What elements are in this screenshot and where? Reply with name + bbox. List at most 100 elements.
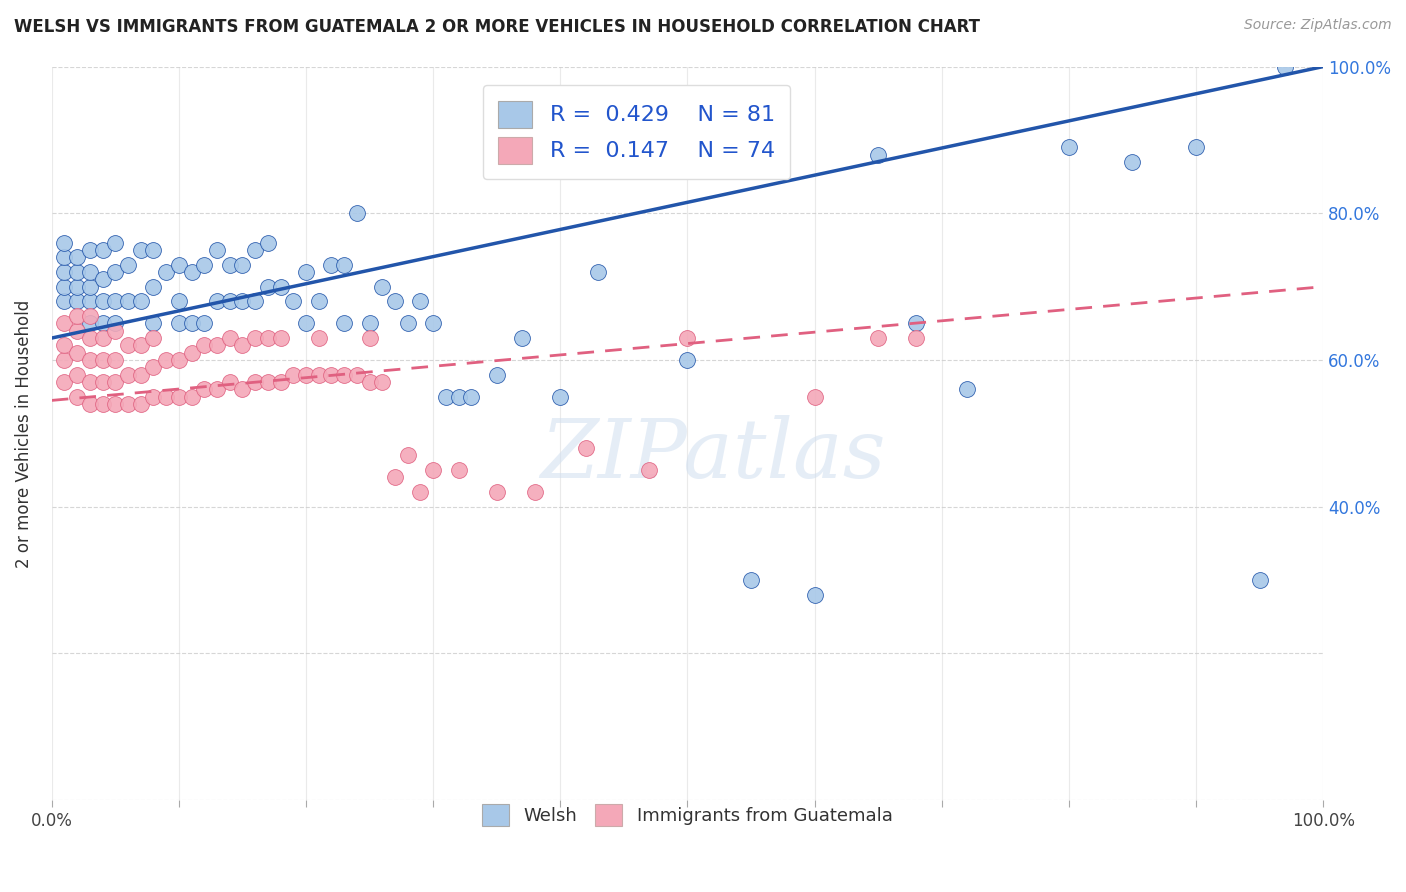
Point [905,317,928,331]
Y-axis label: 2 or more Vehicles in Household: 2 or more Vehicles in Household [15,300,32,567]
Point [283,294,305,309]
Point [523,485,546,500]
Point [79,309,101,323]
Point [803,588,825,602]
Point [91,397,114,411]
Point [129,243,152,257]
Point [231,338,253,352]
Point [1274,60,1296,74]
Point [167,390,190,404]
Point [66,390,89,404]
Point [104,317,127,331]
Point [510,331,533,345]
Point [333,317,356,331]
Point [53,338,76,352]
Point [79,331,101,345]
Point [218,331,240,345]
Point [66,250,89,264]
Point [257,331,280,345]
Point [321,368,343,382]
Point [295,368,318,382]
Point [956,383,979,397]
Point [104,324,127,338]
Point [142,279,165,293]
Point [396,317,419,331]
Point [1185,140,1208,154]
Point [180,265,202,279]
Point [104,397,127,411]
Point [613,162,636,177]
Point [53,294,76,309]
Point [104,294,127,309]
Point [205,383,228,397]
Point [257,279,280,293]
Point [129,338,152,352]
Point [53,250,76,264]
Point [167,294,190,309]
Point [205,243,228,257]
Point [218,375,240,389]
Point [447,463,470,477]
Text: Source: ZipAtlas.com: Source: ZipAtlas.com [1244,18,1392,32]
Point [460,390,482,404]
Point [129,368,152,382]
Point [409,294,432,309]
Point [155,265,177,279]
Point [1249,573,1271,587]
Point [384,294,406,309]
Point [180,345,202,359]
Point [142,360,165,375]
Point [205,338,228,352]
Point [142,317,165,331]
Point [193,258,215,272]
Point [104,265,127,279]
Point [79,279,101,293]
Point [257,235,280,250]
Point [91,317,114,331]
Point [359,375,381,389]
Point [308,368,330,382]
Point [1121,155,1143,169]
Point [257,375,280,389]
Point [66,368,89,382]
Point [91,243,114,257]
Point [359,331,381,345]
Point [333,368,356,382]
Point [167,258,190,272]
Point [321,258,343,272]
Text: WELSH VS IMMIGRANTS FROM GUATEMALA 2 OR MORE VEHICLES IN HOUSEHOLD CORRELATION C: WELSH VS IMMIGRANTS FROM GUATEMALA 2 OR … [14,18,980,36]
Point [117,338,139,352]
Point [384,470,406,484]
Point [676,353,699,368]
Point [243,331,266,345]
Point [79,265,101,279]
Point [333,258,356,272]
Point [66,265,89,279]
Point [409,485,432,500]
Point [104,353,127,368]
Point [193,338,215,352]
Point [1057,140,1080,154]
Point [218,294,240,309]
Point [117,294,139,309]
Point [180,390,202,404]
Point [117,258,139,272]
Point [117,368,139,382]
Point [638,463,661,477]
Point [371,375,394,389]
Point [79,397,101,411]
Point [346,368,368,382]
Point [66,294,89,309]
Point [588,265,610,279]
Point [53,375,76,389]
Point [346,206,368,220]
Point [91,353,114,368]
Point [79,375,101,389]
Point [91,331,114,345]
Point [167,353,190,368]
Point [243,243,266,257]
Point [868,331,890,345]
Point [485,368,508,382]
Point [740,573,762,587]
Point [66,279,89,293]
